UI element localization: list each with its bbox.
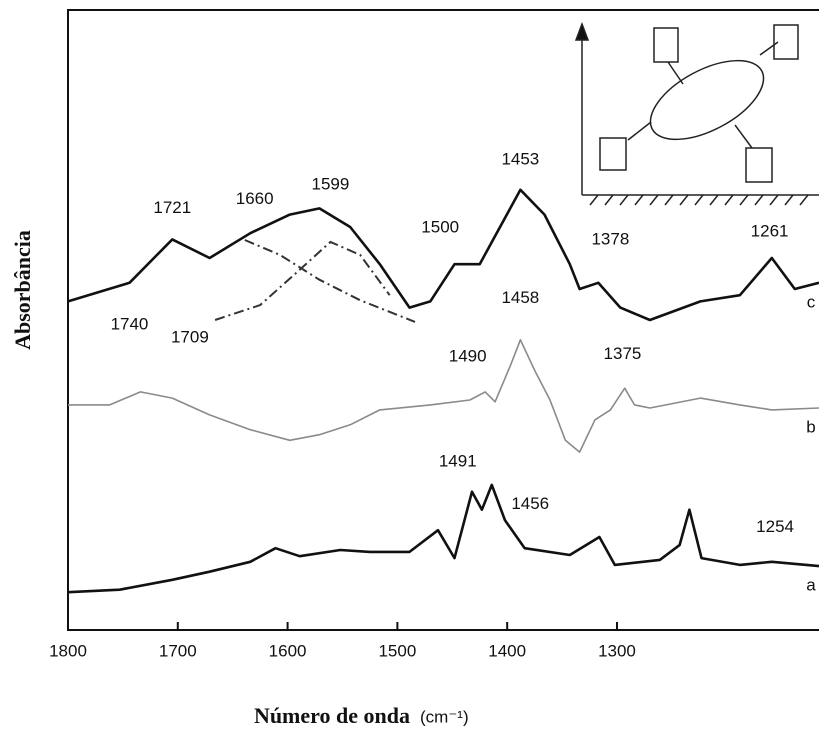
- series-label: b: [806, 418, 815, 437]
- x-tick-label: 1500: [378, 641, 416, 660]
- inset-square: [773, 24, 799, 60]
- peak-label: 1458: [501, 288, 539, 307]
- peak-label: 1456: [511, 494, 549, 513]
- spectrum-line: [68, 339, 819, 453]
- peak-label: 1500: [421, 218, 459, 237]
- x-tick-label: 1300: [598, 641, 636, 660]
- inset-square: [745, 147, 773, 183]
- fit-curve: [244, 239, 416, 323]
- series-label: c: [807, 292, 816, 311]
- inset-square: [653, 27, 679, 63]
- inset-hatching: [589, 194, 809, 206]
- inset-diagram: [574, 21, 819, 206]
- inset-square: [599, 137, 627, 171]
- axes-frame: [67, 9, 819, 631]
- peak-label: 1490: [449, 347, 487, 366]
- inset-arrowhead: [574, 21, 590, 41]
- series-label: a: [806, 576, 816, 595]
- spectrum-line: [67, 483, 819, 594]
- peak-label: 1378: [591, 230, 629, 249]
- inset-ellipse: [649, 59, 765, 141]
- peak-label: 1599: [311, 174, 349, 193]
- peak-label: 1660: [236, 189, 274, 208]
- peak-label: 1453: [501, 150, 539, 169]
- peak-label: 1709: [171, 327, 209, 346]
- peak-label: 1375: [604, 344, 642, 363]
- frame: [67, 9, 819, 631]
- spectrum-line: [67, 188, 819, 322]
- x-tick-label: 1400: [488, 641, 526, 660]
- fit-curve: [214, 240, 391, 321]
- y-axis-label: Absorbância: [10, 230, 35, 350]
- inset-link: [734, 124, 753, 149]
- peak-label: 1721: [153, 198, 191, 217]
- inset-link: [627, 121, 652, 141]
- inset-link: [759, 41, 779, 56]
- peak-label: 1491: [439, 451, 477, 470]
- peak-label: 1261: [751, 221, 789, 240]
- x-tick-label: 1700: [159, 641, 197, 660]
- x-tick-label: 1800: [49, 641, 87, 660]
- x-axis-label: Número de onda: [254, 703, 410, 728]
- x-tick-label: 1600: [269, 641, 307, 660]
- peak-label: 1254: [756, 517, 794, 536]
- peak-label: 1740: [111, 314, 149, 333]
- inset-link: [667, 61, 684, 85]
- x-axis-unit: (cm⁻¹): [420, 707, 469, 726]
